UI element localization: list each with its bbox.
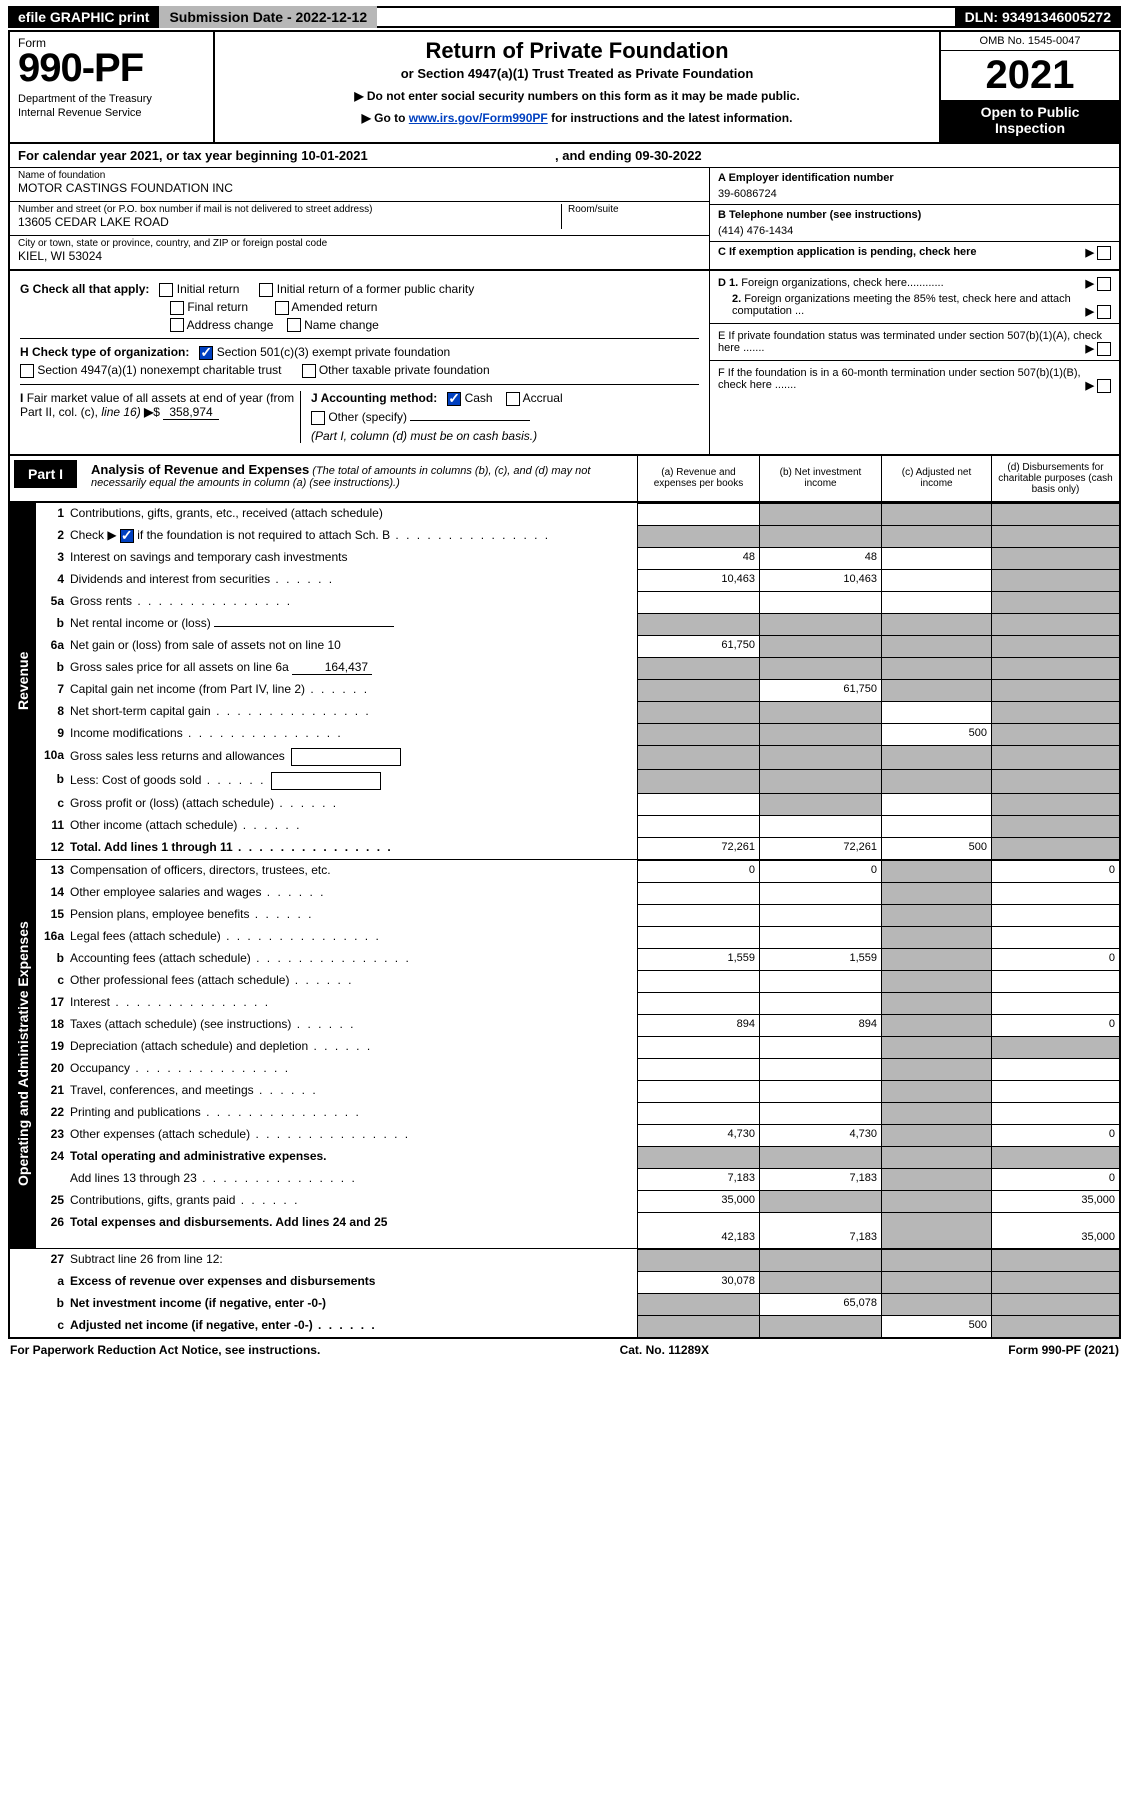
addr-label: Number and street (or P.O. box number if…	[18, 204, 561, 215]
fmv-value: 358,974	[163, 405, 218, 420]
checkbox-d2[interactable]	[1097, 305, 1111, 319]
part1-grid: Revenue 1Contributions, gifts, grants, e…	[8, 503, 1121, 1339]
exemption-pending-label: C If exemption application is pending, c…	[718, 246, 977, 258]
part1-header: Part I Analysis of Revenue and Expenses …	[8, 456, 1121, 503]
name-label: Name of foundation	[18, 170, 701, 181]
checkbox-other-method[interactable]	[311, 411, 325, 425]
j-note: (Part I, column (d) must be on cash basi…	[311, 429, 699, 443]
efile-print-label[interactable]: efile GRAPHIC print	[8, 6, 159, 28]
col-d-header: (d) Disbursements for charitable purpose…	[991, 456, 1119, 501]
form-ref: Form 990-PF (2021)	[1008, 1343, 1119, 1357]
checkbox-final-return[interactable]	[170, 301, 184, 315]
omb-number: OMB No. 1545-0047	[941, 32, 1119, 51]
g-label: G Check all that apply:	[20, 282, 149, 296]
dept-treasury: Department of the Treasury	[18, 93, 205, 105]
h-label: H Check type of organization:	[20, 345, 189, 359]
form-note-link: ▶ Go to www.irs.gov/Form990PF for instru…	[223, 111, 931, 125]
form-header: Form 990-PF Department of the Treasury I…	[8, 30, 1121, 144]
checkbox-other-taxable[interactable]	[302, 364, 316, 378]
dept-irs: Internal Revenue Service	[18, 107, 205, 119]
phone-label: B Telephone number (see instructions)	[718, 209, 1111, 221]
col-b-header: (b) Net investment income	[759, 456, 881, 501]
col-c-header: (c) Adjusted net income	[881, 456, 991, 501]
checkbox-e[interactable]	[1097, 342, 1111, 356]
checkbox-initial-return-former[interactable]	[259, 283, 273, 297]
street-address: 13605 CEDAR LAKE ROAD	[18, 215, 561, 229]
page-footer: For Paperwork Reduction Act Notice, see …	[8, 1339, 1121, 1357]
revenue-tab: Revenue	[10, 503, 36, 859]
paperwork-notice: For Paperwork Reduction Act Notice, see …	[10, 1343, 320, 1357]
ein-value: 39-6086724	[718, 184, 1111, 200]
open-to-public: Open to PublicInspection	[941, 100, 1119, 142]
cat-no: Cat. No. 11289X	[620, 1343, 709, 1357]
efile-gap	[377, 6, 955, 28]
part1-title: Analysis of Revenue and Expenses	[91, 462, 309, 477]
form-subtitle: or Section 4947(a)(1) Trust Treated as P…	[223, 66, 931, 81]
i-label: Fair market value of all assets at end o…	[20, 391, 294, 419]
checkbox-initial-return[interactable]	[159, 283, 173, 297]
tax-year: 2021	[941, 51, 1119, 100]
checkbox-f[interactable]	[1097, 379, 1111, 393]
j-label: J Accounting method:	[311, 391, 437, 405]
form-number: 990-PF	[18, 46, 205, 91]
checkbox-4947a1[interactable]	[20, 364, 34, 378]
d2-label: Foreign organizations meeting the 85% te…	[732, 293, 1071, 317]
foundation-name: MOTOR CASTINGS FOUNDATION INC	[18, 181, 701, 195]
checkbox-c[interactable]	[1097, 246, 1111, 260]
ein-label: A Employer identification number	[718, 172, 1111, 184]
ghij-block: G Check all that apply: Initial return I…	[8, 271, 1121, 456]
gross-sales-6a: 164,437	[292, 660, 372, 675]
efile-dln: DLN: 93491346005272	[955, 6, 1121, 28]
f-label: F If the foundation is in a 60-month ter…	[718, 367, 1081, 391]
form-note-ssn: ▶ Do not enter social security numbers o…	[223, 89, 931, 103]
efile-submission-date: Submission Date - 2022-12-12	[159, 6, 377, 28]
checkbox-sch-b[interactable]	[120, 529, 134, 543]
irs-link[interactable]: www.irs.gov/Form990PF	[409, 111, 548, 125]
expenses-tab: Operating and Administrative Expenses	[10, 860, 36, 1248]
checkbox-501c3[interactable]	[199, 346, 213, 360]
d1-label: Foreign organizations, check here.......…	[741, 277, 943, 289]
city-state-zip: KIEL, WI 53024	[18, 249, 701, 263]
col-a-header: (a) Revenue and expenses per books	[637, 456, 759, 501]
entity-block: Name of foundation MOTOR CASTINGS FOUNDA…	[8, 168, 1121, 271]
phone-value: (414) 476-1434	[718, 221, 1111, 237]
room-label: Room/suite	[568, 204, 701, 215]
calendar-year-row: For calendar year 2021, or tax year begi…	[8, 144, 1121, 168]
checkbox-d1[interactable]	[1097, 277, 1111, 291]
checkbox-address-change[interactable]	[170, 318, 184, 332]
checkbox-cash[interactable]	[447, 392, 461, 406]
checkbox-accrual[interactable]	[506, 392, 520, 406]
checkbox-name-change[interactable]	[287, 318, 301, 332]
city-label: City or town, state or province, country…	[18, 238, 701, 249]
efile-bar: efile GRAPHIC print Submission Date - 20…	[8, 6, 1121, 28]
part1-tag: Part I	[14, 460, 77, 488]
e-label: E If private foundation status was termi…	[718, 330, 1102, 354]
checkbox-amended-return[interactable]	[275, 301, 289, 315]
form-title: Return of Private Foundation	[223, 38, 931, 64]
